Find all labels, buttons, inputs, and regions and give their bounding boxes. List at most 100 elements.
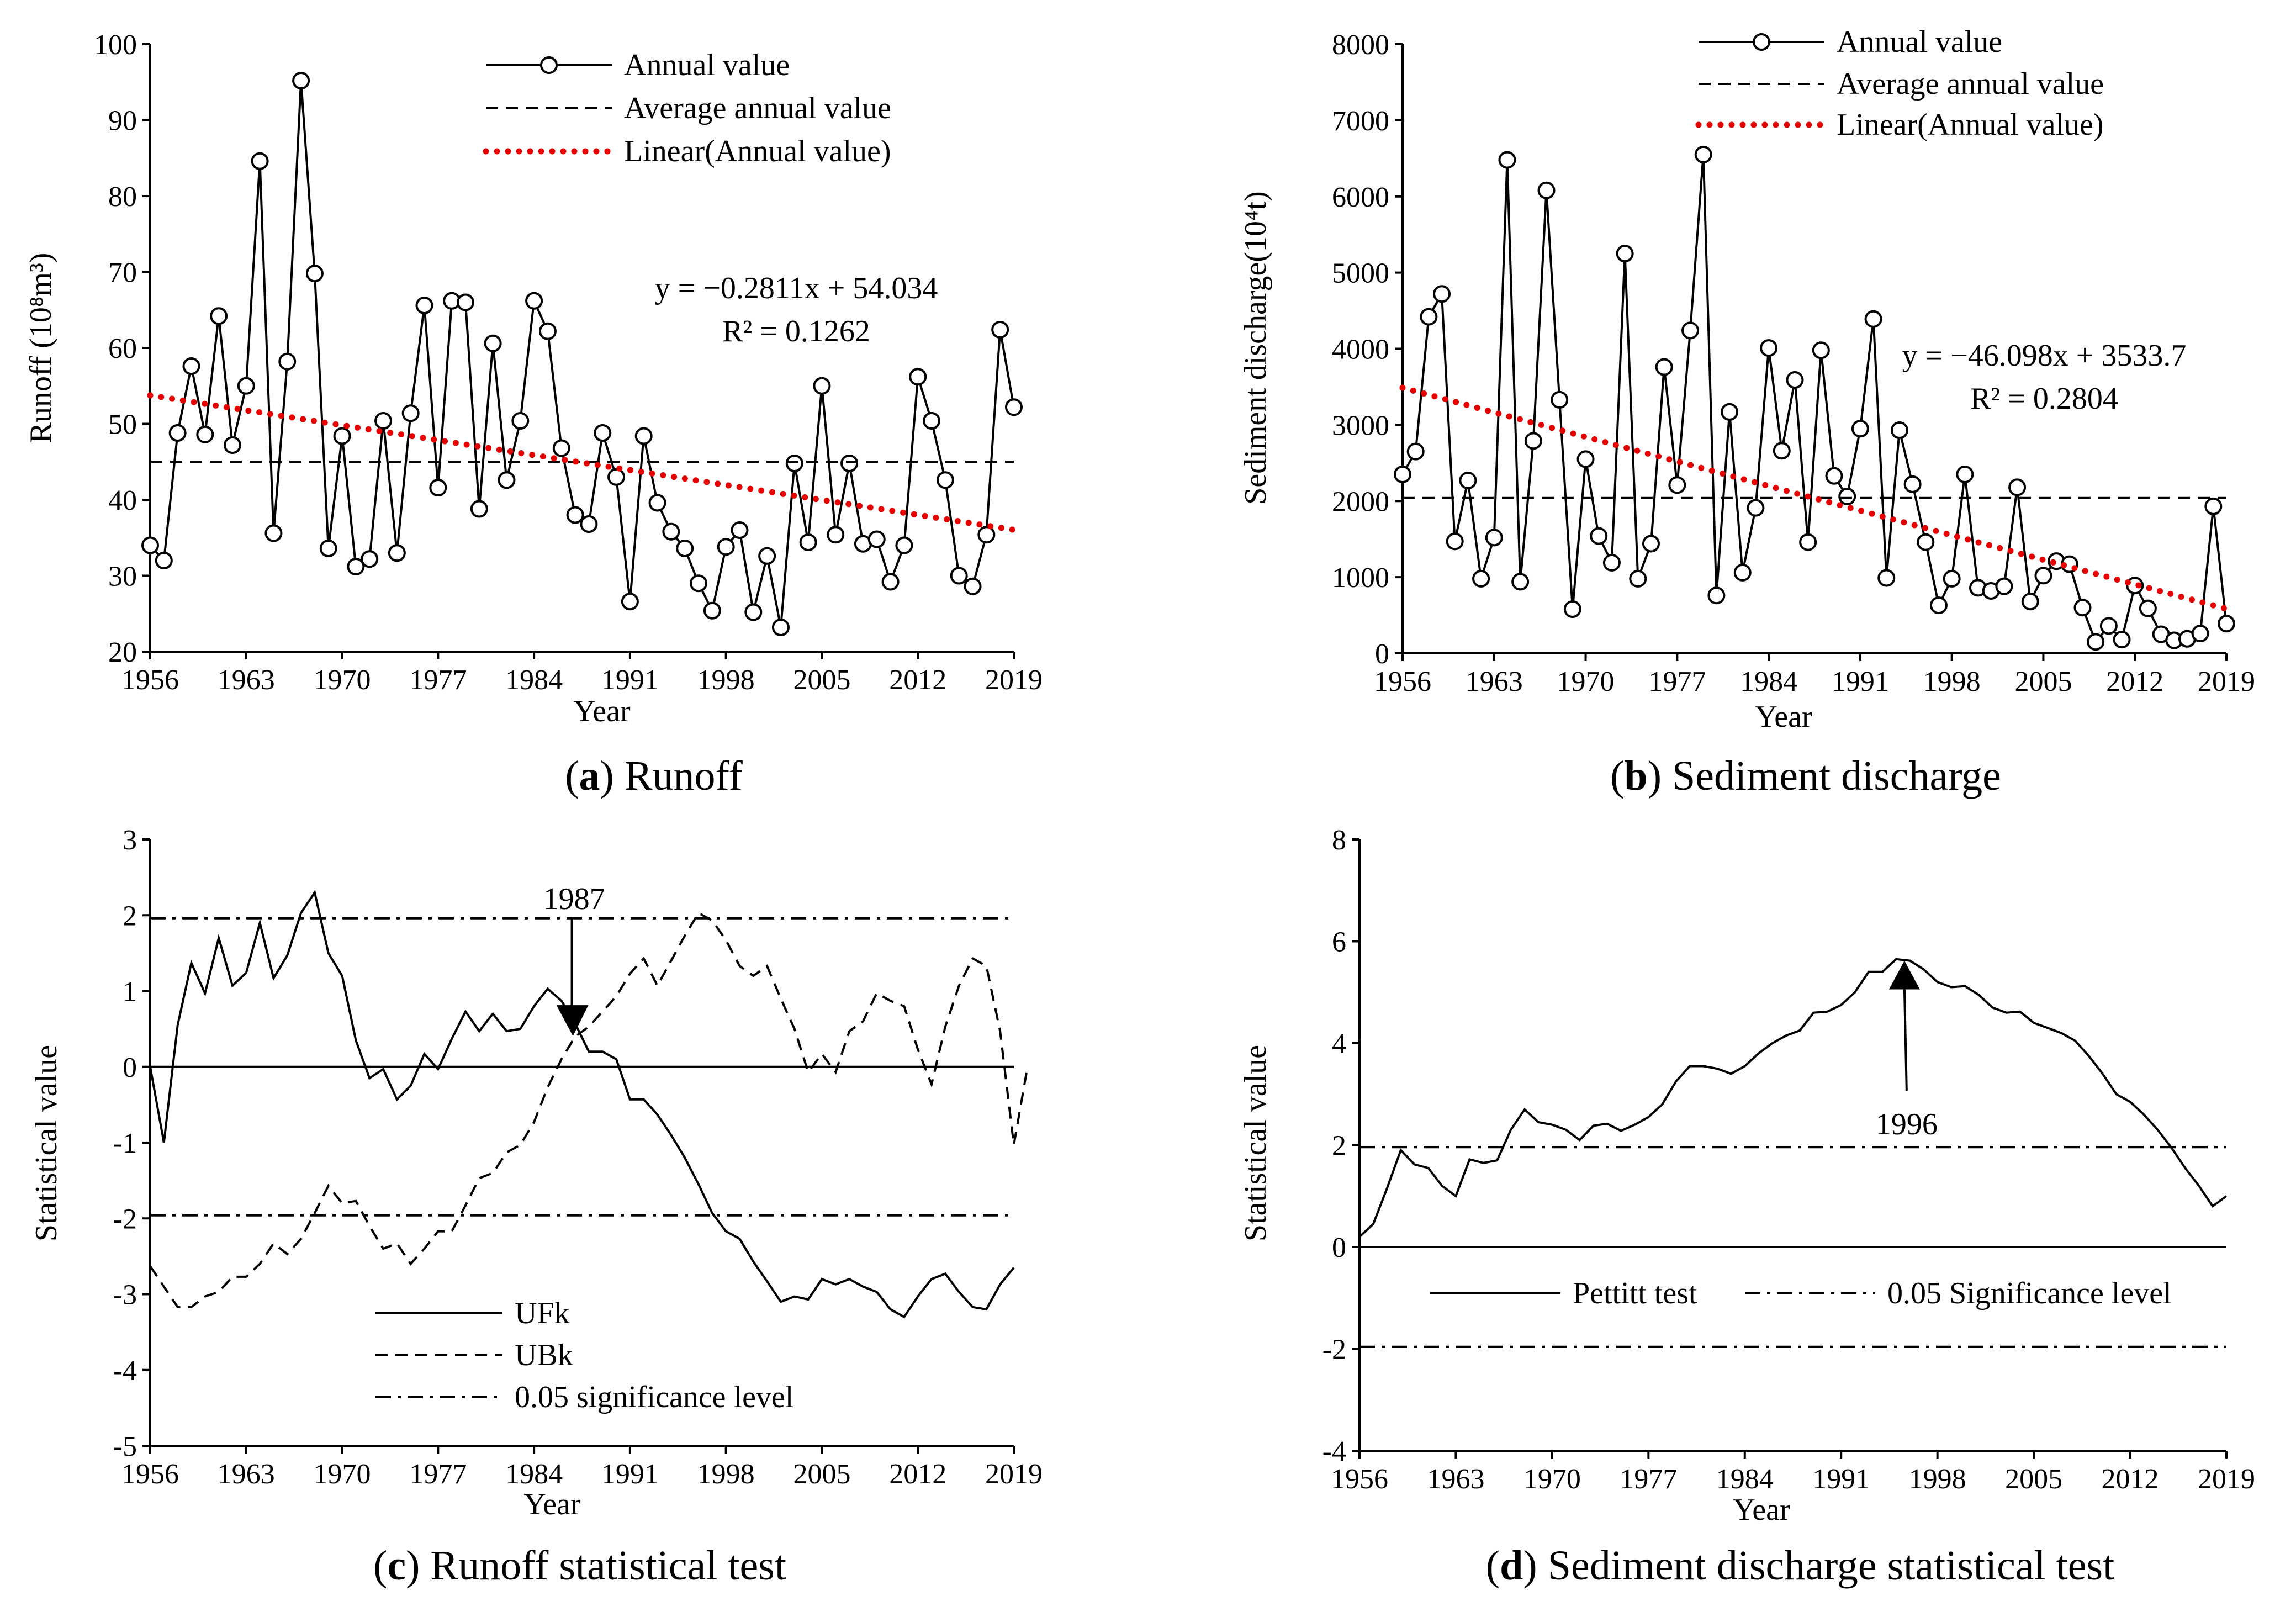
data-point bbox=[1890, 421, 1908, 440]
data-point bbox=[525, 292, 543, 310]
data-point bbox=[607, 468, 626, 486]
x-tick-label: 1977 bbox=[409, 1459, 467, 1490]
trend-line bbox=[147, 392, 1017, 533]
data-point bbox=[223, 436, 241, 454]
data-point bbox=[1005, 398, 1023, 416]
data-point bbox=[799, 533, 817, 551]
data-point bbox=[2008, 478, 2027, 496]
y-tick-label: 0 bbox=[1375, 638, 1389, 670]
y-tick-label: 90 bbox=[108, 105, 137, 137]
arrow-shaft bbox=[1903, 988, 1908, 1091]
data-point bbox=[648, 494, 666, 512]
x-tick-label: 1956 bbox=[121, 664, 179, 696]
data-point bbox=[484, 334, 502, 352]
y-tick-label: 3000 bbox=[1332, 410, 1389, 441]
data-point bbox=[690, 574, 708, 593]
data-point bbox=[415, 297, 433, 314]
data-point bbox=[950, 567, 968, 585]
x-tick-label: 2012 bbox=[889, 1459, 946, 1490]
data-point bbox=[1903, 475, 1922, 493]
x-tick-label: 2005 bbox=[2005, 1463, 2062, 1495]
data-point bbox=[1406, 442, 1425, 461]
data-point bbox=[1917, 533, 1935, 551]
data-point bbox=[538, 322, 557, 340]
caption-letter: d bbox=[1500, 1542, 1523, 1589]
x-tick-label: 1970 bbox=[314, 1459, 371, 1490]
x-tick-label: 1984 bbox=[505, 664, 563, 696]
x-tick-label: 1963 bbox=[218, 664, 275, 696]
x-tick-label: 1984 bbox=[1740, 666, 1797, 697]
y-axis-label: Sediment discharge(10⁴t) bbox=[1239, 191, 1273, 504]
x-tick-label: 1998 bbox=[697, 1459, 755, 1490]
data-point bbox=[292, 72, 310, 89]
arrow-head bbox=[1888, 960, 1920, 990]
legend-label: Pettitt test bbox=[1573, 1276, 1697, 1310]
x-tick-label: 1963 bbox=[1466, 666, 1523, 697]
data-point bbox=[196, 425, 214, 443]
data-point bbox=[1616, 245, 1634, 263]
data-point bbox=[936, 471, 954, 489]
series-line-ubk bbox=[149, 911, 1029, 1308]
panel-caption: (c) Runoff statistical test bbox=[373, 1542, 786, 1589]
data-point bbox=[1773, 442, 1791, 460]
panel-c-runoff-statistical-test: -5 -4 -3 -2 -1 0 1 2 3 1956 1963 1970 1977 1984 1991 19… bbox=[29, 825, 1043, 1589]
trend-equation: y = −0.2811x + 54.034 bbox=[655, 271, 938, 305]
data-point bbox=[1642, 535, 1660, 553]
x-tick-label: 1998 bbox=[1909, 1463, 1966, 1495]
data-point bbox=[867, 530, 886, 548]
data-point bbox=[2218, 615, 2235, 633]
y-tick-label: -2 bbox=[1322, 1334, 1346, 1366]
y-tick-label: 20 bbox=[108, 637, 137, 668]
data-point bbox=[333, 427, 351, 445]
y-tick-label: 60 bbox=[108, 333, 137, 364]
legend-label: Annual value bbox=[624, 48, 790, 82]
legend-marker bbox=[1753, 33, 1770, 51]
series-line-ufk bbox=[149, 890, 1015, 1319]
arrow-head bbox=[556, 1005, 589, 1037]
data-point bbox=[1825, 467, 1843, 485]
x-axis-label: Year bbox=[1733, 1493, 1790, 1527]
x-tick-label: 1963 bbox=[218, 1459, 275, 1490]
data-point bbox=[1433, 285, 1451, 303]
data-point bbox=[305, 265, 324, 283]
data-point bbox=[785, 455, 803, 472]
x-tick-label: 2012 bbox=[889, 664, 946, 696]
y-tick-label: 100 bbox=[94, 29, 137, 61]
y-tick-label: -1 bbox=[113, 1128, 137, 1159]
data-point bbox=[155, 552, 173, 569]
data-point bbox=[580, 515, 598, 533]
legend-label: Annual value bbox=[1837, 25, 2002, 59]
data-point bbox=[168, 424, 187, 442]
legend-label: Linear(Annual value) bbox=[1837, 108, 2104, 142]
data-point bbox=[210, 307, 228, 325]
data-point bbox=[1459, 472, 1477, 490]
y-tick-label: 7000 bbox=[1332, 105, 1389, 137]
y-tick-label: 2000 bbox=[1332, 486, 1389, 517]
x-tick-label: 1998 bbox=[697, 664, 755, 696]
x-tick-label: 1956 bbox=[121, 1459, 179, 1490]
data-point bbox=[456, 293, 474, 311]
x-tick-label: 2012 bbox=[2106, 666, 2163, 697]
data-point bbox=[361, 550, 379, 568]
x-tick-label: 1984 bbox=[1716, 1463, 1774, 1495]
y-tick-label: 3 bbox=[123, 825, 137, 856]
data-point bbox=[771, 619, 790, 636]
r-squared: R² = 0.1262 bbox=[722, 314, 870, 348]
data-point bbox=[1485, 529, 1503, 547]
data-point bbox=[141, 536, 159, 554]
y-tick-label: 30 bbox=[108, 561, 137, 593]
data-point bbox=[731, 521, 749, 539]
data-point bbox=[594, 424, 612, 442]
data-point bbox=[1943, 569, 1961, 588]
caption-text: Sediment discharge bbox=[1672, 753, 2001, 799]
x-tick-label: 2019 bbox=[985, 664, 1043, 696]
y-tick-label: 6 bbox=[1332, 927, 1346, 958]
data-point bbox=[2204, 497, 2223, 515]
x-tick-label: 2019 bbox=[985, 1459, 1043, 1490]
y-tick-label: 80 bbox=[108, 181, 137, 213]
caption-letter: a bbox=[579, 753, 600, 799]
data-point bbox=[1864, 310, 1882, 328]
panel-caption: (d) Sediment discharge statistical test bbox=[1486, 1542, 2114, 1589]
data-point bbox=[1799, 533, 1817, 551]
